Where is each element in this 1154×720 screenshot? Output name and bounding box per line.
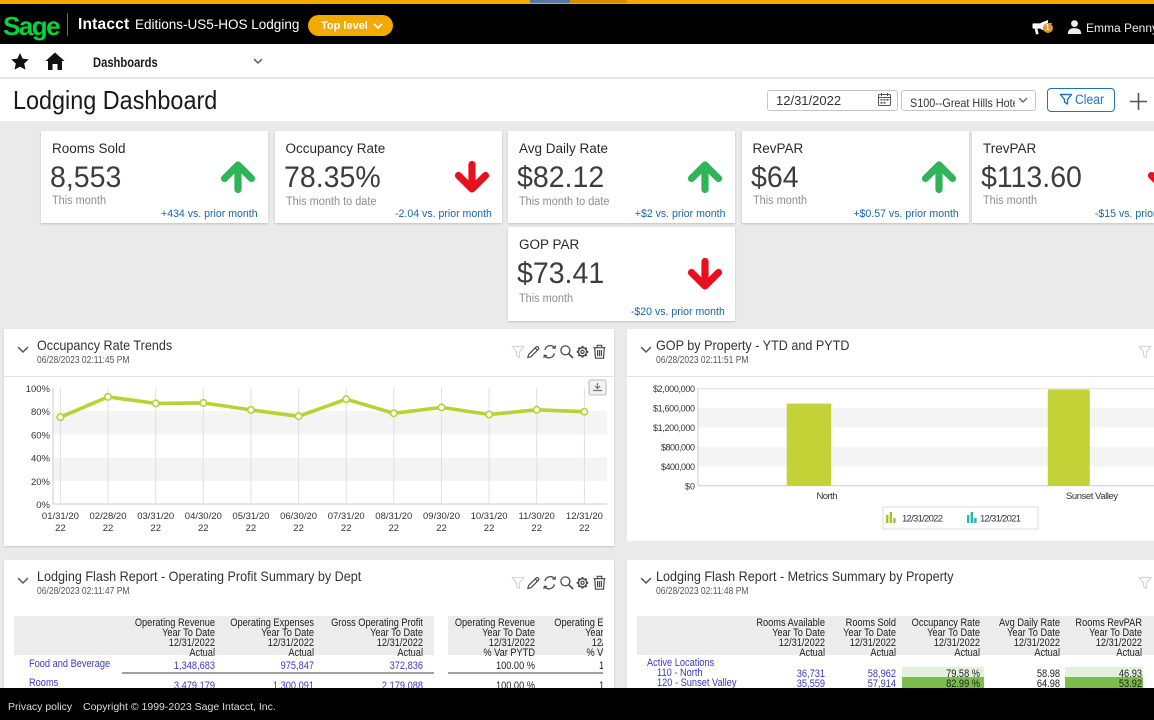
svg-text:11/30/20: 11/30/20 — [519, 511, 555, 522]
svg-text:22: 22 — [341, 523, 352, 534]
svg-text:22: 22 — [389, 523, 400, 534]
svg-text:$1,200,000: $1,200,000 — [653, 423, 695, 433]
svg-text:22: 22 — [103, 523, 114, 534]
svg-text:12/31/2022: 12/31/2022 — [902, 514, 943, 525]
svg-text:$400,000: $400,000 — [661, 462, 695, 472]
svg-text:03/31/20: 03/31/20 — [137, 511, 174, 522]
svg-text:100%: 100% — [26, 384, 51, 395]
svg-text:06/30/20: 06/30/20 — [280, 511, 317, 522]
svg-text:Sage: Sage — [3, 11, 60, 41]
svg-text:05/31/20: 05/31/20 — [232, 511, 269, 522]
svg-text:$2,000,000: $2,000,000 — [653, 384, 695, 394]
svg-text:40%: 40% — [31, 454, 51, 465]
svg-text:22: 22 — [484, 523, 495, 534]
svg-text:22: 22 — [436, 523, 447, 534]
svg-text:22: 22 — [150, 523, 161, 534]
svg-text:60%: 60% — [31, 430, 51, 441]
svg-text:0%: 0% — [36, 500, 50, 511]
svg-text:22: 22 — [198, 523, 209, 534]
svg-text:01/31/20: 01/31/20 — [42, 511, 79, 522]
svg-text:$1,600,000: $1,600,000 — [653, 404, 695, 414]
svg-text:22: 22 — [531, 523, 542, 534]
svg-text:12/31/2021: 12/31/2021 — [980, 514, 1021, 525]
svg-text:10/31/20: 10/31/20 — [471, 511, 508, 522]
svg-text:$0: $0 — [685, 481, 695, 491]
svg-text:12/31/20: 12/31/20 — [566, 511, 603, 522]
svg-text:Sunset Valley: Sunset Valley — [1066, 491, 1118, 502]
svg-text:North: North — [817, 491, 838, 502]
svg-text:22: 22 — [579, 523, 590, 534]
svg-text:22: 22 — [55, 523, 66, 534]
svg-text:20%: 20% — [31, 477, 51, 488]
svg-text:22: 22 — [293, 523, 304, 534]
svg-text:02/28/20: 02/28/20 — [90, 511, 127, 522]
svg-text:09/30/20: 09/30/20 — [423, 511, 460, 522]
svg-text:04/30/20: 04/30/20 — [185, 511, 222, 522]
svg-text:22: 22 — [246, 523, 257, 534]
svg-text:$800,000: $800,000 — [661, 443, 695, 453]
svg-text:07/31/20: 07/31/20 — [328, 511, 365, 522]
svg-text:08/31/20: 08/31/20 — [375, 511, 412, 522]
svg-text:80%: 80% — [31, 407, 51, 418]
